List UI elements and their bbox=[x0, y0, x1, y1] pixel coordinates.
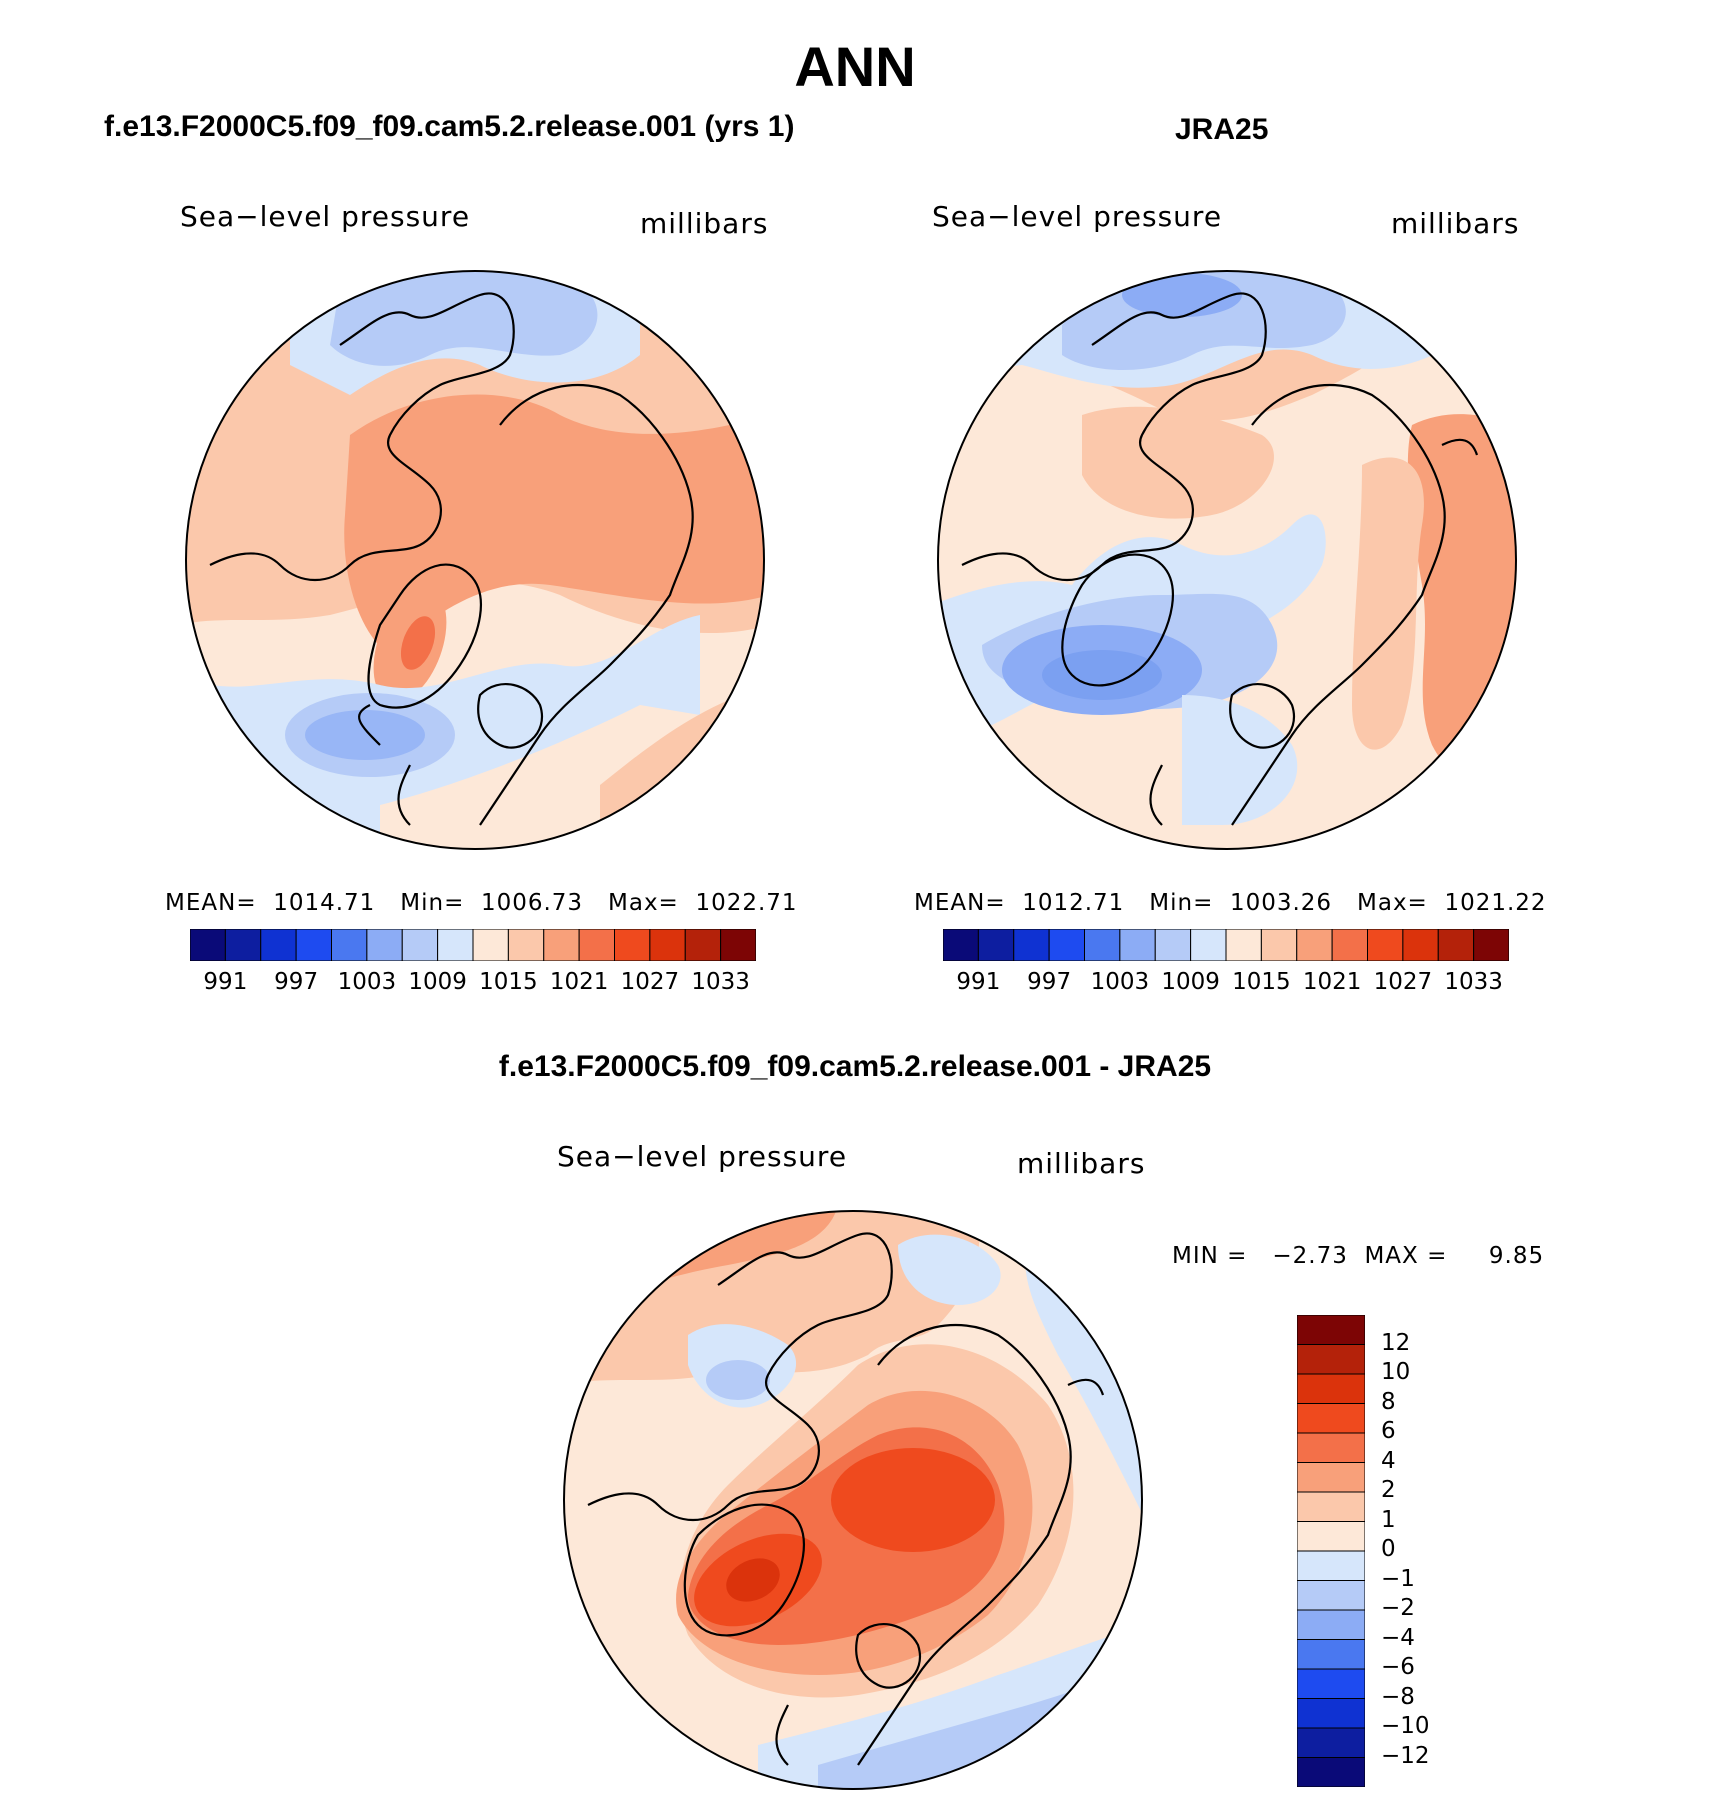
colorbar-swatch bbox=[614, 929, 651, 961]
colorbar-swatch bbox=[472, 929, 509, 961]
colorbar-swatch bbox=[943, 929, 979, 961]
colorbar-swatch bbox=[1331, 929, 1368, 961]
colorbar-swatch bbox=[1297, 1373, 1365, 1404]
colorbar-tick-label: −1 bbox=[1381, 1565, 1415, 1592]
colorbar-swatch bbox=[1297, 1698, 1365, 1729]
colorbar-swatch bbox=[295, 929, 332, 961]
colorbar-tick-label: −6 bbox=[1381, 1654, 1415, 1680]
colorbar-swatch bbox=[1297, 1344, 1365, 1375]
diff-case-title: f.e13.F2000C5.f09_f09.cam5.2.release.001… bbox=[498, 1050, 1212, 1083]
model-polar-map bbox=[185, 270, 765, 850]
diff-minmax: MIN = −2.73 MAX = 9.85 bbox=[1172, 1243, 1545, 1269]
colorbar-tick-label: 10 bbox=[1381, 1359, 1411, 1385]
colorbar-tick-label: 12 bbox=[1381, 1329, 1411, 1356]
colorbar-swatch bbox=[331, 929, 368, 961]
colorbar-tick-label: −8 bbox=[1381, 1683, 1415, 1710]
colorbar-tick-label: 1003 bbox=[1090, 969, 1150, 995]
colorbar-swatch bbox=[684, 929, 722, 961]
colorbar-swatch bbox=[1297, 1550, 1365, 1581]
colorbar-tick-label: 1021 bbox=[549, 969, 609, 995]
colorbar-tick-label: −10 bbox=[1381, 1713, 1430, 1739]
main-title: ANN bbox=[794, 35, 916, 98]
colorbar-swatch bbox=[1297, 1639, 1365, 1670]
colorbar-swatch bbox=[1297, 1727, 1365, 1758]
colorbar-tick-label: 1021 bbox=[1302, 969, 1362, 995]
colorbar-swatch bbox=[720, 929, 756, 961]
colorbar-tick-label: 4 bbox=[1381, 1447, 1396, 1474]
obs-colorbar bbox=[943, 929, 1509, 961]
colorbar-tick-label: 1033 bbox=[1444, 969, 1503, 995]
colorbar-tick-label: 997 bbox=[1027, 969, 1072, 995]
colorbar-swatch bbox=[1119, 929, 1156, 961]
model-units-label: millibars bbox=[640, 207, 769, 240]
colorbar-swatch bbox=[1296, 929, 1333, 961]
model-stats: MEAN= 1014.71 Min= 1006.73 Max= 1022.71 bbox=[165, 890, 798, 916]
colorbar-swatch bbox=[1297, 1315, 1365, 1345]
colorbar-swatch bbox=[578, 929, 615, 961]
obs-stats: MEAN= 1012.71 Min= 1003.26 Max= 1021.22 bbox=[914, 890, 1547, 916]
colorbar-swatch bbox=[401, 929, 439, 961]
model-variable-label: Sea−level pressure bbox=[180, 200, 471, 233]
colorbar-swatch bbox=[977, 929, 1015, 961]
colorbar-swatch bbox=[1225, 929, 1262, 961]
model-case-title: f.e13.F2000C5.f09_f09.cam5.2.release.001… bbox=[104, 110, 795, 143]
colorbar-swatch bbox=[1297, 1609, 1365, 1640]
colorbar-tick-label: 0 bbox=[1381, 1536, 1396, 1562]
colorbar-tick-label: 2 bbox=[1381, 1477, 1396, 1503]
diff-units-label: millibars bbox=[1017, 1147, 1146, 1180]
colorbar-swatch bbox=[1048, 929, 1085, 961]
diff-colorbar bbox=[1297, 1315, 1365, 1787]
colorbar-swatch bbox=[1260, 929, 1298, 961]
colorbar-swatch bbox=[1154, 929, 1192, 961]
obs-case-title: JRA25 bbox=[1175, 113, 1269, 146]
obs-polar-map bbox=[937, 270, 1517, 850]
colorbar-tick-label: 1027 bbox=[1373, 969, 1433, 995]
colorbar-tick-label: 1015 bbox=[1232, 969, 1291, 995]
colorbar-swatch bbox=[1297, 1521, 1365, 1552]
colorbar-tick-label: −12 bbox=[1381, 1742, 1430, 1769]
colorbar-tick-label: 991 bbox=[203, 969, 248, 995]
colorbar-tick-label: 6 bbox=[1381, 1418, 1396, 1444]
colorbar-tick-label: 1009 bbox=[408, 969, 467, 995]
colorbar-swatch bbox=[1297, 1491, 1365, 1522]
colorbar-swatch bbox=[1297, 1403, 1365, 1434]
colorbar-swatch bbox=[1437, 929, 1475, 961]
colorbar-swatch bbox=[1297, 1462, 1365, 1493]
colorbar-swatch bbox=[1367, 929, 1404, 961]
colorbar-tick-label: 1 bbox=[1381, 1506, 1396, 1533]
colorbar-swatch bbox=[190, 929, 226, 961]
colorbar-swatch bbox=[260, 929, 297, 961]
colorbar-tick-label: 1027 bbox=[620, 969, 680, 995]
colorbar-tick-label: 8 bbox=[1381, 1388, 1396, 1415]
colorbar-tick-label: 1033 bbox=[691, 969, 750, 995]
colorbar-swatch bbox=[224, 929, 262, 961]
colorbar-swatch bbox=[649, 929, 686, 961]
obs-units-label: millibars bbox=[1391, 207, 1520, 240]
colorbar-swatch bbox=[1190, 929, 1227, 961]
model-colorbar bbox=[190, 929, 756, 961]
obs-variable-label: Sea−level pressure bbox=[932, 200, 1223, 233]
colorbar-swatch bbox=[1084, 929, 1121, 961]
colorbar-swatch bbox=[543, 929, 580, 961]
colorbar-swatch bbox=[1013, 929, 1050, 961]
colorbar-tick-label: 1009 bbox=[1161, 969, 1220, 995]
colorbar-tick-label: −4 bbox=[1381, 1624, 1415, 1651]
colorbar-swatch bbox=[1473, 929, 1509, 961]
colorbar-swatch bbox=[1402, 929, 1439, 961]
colorbar-swatch bbox=[1297, 1668, 1365, 1699]
colorbar-swatch bbox=[1297, 1432, 1365, 1463]
colorbar-tick-label: −2 bbox=[1381, 1595, 1415, 1621]
colorbar-swatch bbox=[437, 929, 474, 961]
colorbar-swatch bbox=[507, 929, 545, 961]
colorbar-swatch bbox=[366, 929, 403, 961]
colorbar-swatch bbox=[1297, 1757, 1365, 1787]
colorbar-tick-label: 991 bbox=[956, 969, 1001, 995]
colorbar-tick-label: 997 bbox=[274, 969, 319, 995]
diff-variable-label: Sea−level pressure bbox=[557, 1140, 848, 1173]
colorbar-swatch bbox=[1297, 1580, 1365, 1611]
colorbar-tick-label: 1015 bbox=[479, 969, 538, 995]
diff-polar-map bbox=[563, 1210, 1143, 1790]
colorbar-tick-label: 1003 bbox=[337, 969, 397, 995]
